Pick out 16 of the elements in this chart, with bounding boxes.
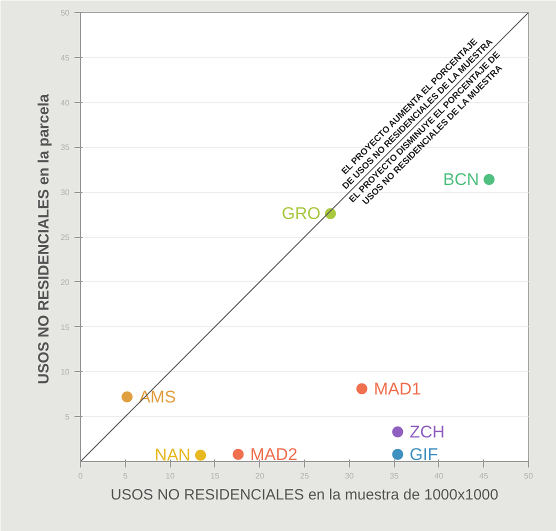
- x-axis-title: USOS NO RESIDENCIALES en la muestra de 1000x1000: [110, 486, 498, 504]
- point: [232, 448, 244, 460]
- series-label: BCN: [443, 170, 480, 190]
- point: [392, 426, 404, 438]
- series-label: ZCH: [410, 422, 445, 442]
- series-label: MAD2: [250, 444, 298, 464]
- point: [195, 450, 206, 461]
- point: [392, 448, 404, 460]
- series-label: NAN: [154, 446, 191, 465]
- point: [356, 383, 368, 394]
- series-label: GRO: [282, 204, 320, 224]
- y-axis-title: USOS NO RESIDENCIALES en la parcela: [36, 93, 53, 384]
- series-label: GIF: [410, 444, 438, 464]
- point: [122, 391, 133, 402]
- series-label: MAD1: [374, 379, 422, 398]
- point: [484, 174, 495, 186]
